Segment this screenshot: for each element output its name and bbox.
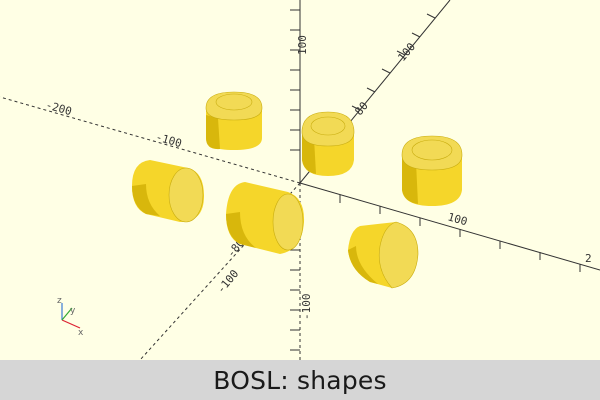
y-tick-label: -100 [214,267,241,296]
z-tick-label: 100 [296,35,309,55]
cylinder-left[interactable] [132,160,204,223]
rounded-cylinder-front[interactable] [348,221,419,289]
chamfered-cylinder-back[interactable] [205,91,263,150]
z-tick-label: -100 [300,294,313,321]
x-tick-label: 100 [446,210,469,228]
x-axis-positive [299,182,600,271]
gizmo-z-label: z [57,296,62,306]
z-ticks [290,9,300,351]
x-axis-negative [0,96,301,184]
orientation-gizmo: z x y [57,296,84,338]
rounded-cylinder-middle[interactable] [301,111,355,176]
x-tick-label: -200 [44,98,73,118]
cylinder-right[interactable] [401,135,463,206]
gizmo-y-label: y [70,306,76,316]
axes: 100 2 -100 -200 80 100 -80 -100 100 -100 [0,0,600,360]
shapes [132,91,463,289]
x-tick-label: -100 [154,130,183,150]
3d-viewport[interactable]: 100 2 -100 -200 80 100 -80 -100 100 -100 [0,0,600,360]
x-ticks [339,195,581,272]
gizmo-x-label: x [78,328,84,338]
caption-text: BOSL: shapes [213,365,387,395]
y-axis-negative [139,182,301,360]
x-tick-label: 2 [585,252,592,265]
caption-bar: BOSL: shapes [0,360,600,400]
cylinder-center[interactable] [226,182,305,254]
